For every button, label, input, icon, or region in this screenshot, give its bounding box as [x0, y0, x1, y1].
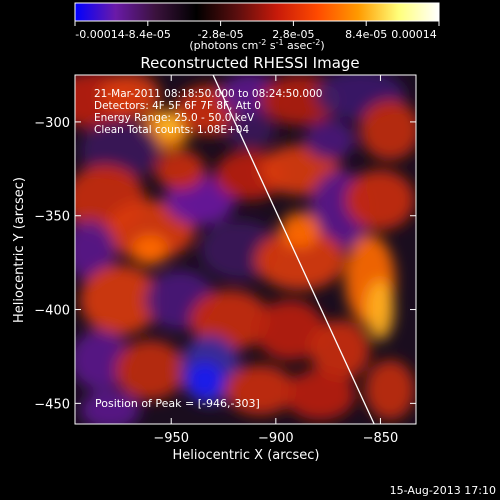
colorbar-tick-label: 8.4e-05 — [345, 28, 387, 41]
colorbar-tick-label: 0.00014 — [391, 28, 437, 41]
x-tick-label: −850 — [363, 431, 399, 446]
chart-title: Reconstructed RHESSI Image — [140, 54, 359, 72]
x-axis-ticks: −950 −900 −850 — [153, 75, 398, 446]
annotation-line: Detectors: 4F 5F 6F 7F 8F, Att 0 — [94, 100, 261, 112]
heatmap-blobs — [75, 75, 416, 424]
colorbar-unit-label: (photons cm-2 s-1 asec-2) — [189, 38, 324, 52]
y-tick-label: −400 — [34, 304, 70, 319]
y-axis-label: Heliocentric Y (arcsec) — [12, 177, 27, 323]
solar-limb-line — [212, 75, 375, 424]
y-axis-ticks: −450 −400 −350 −300 — [34, 116, 416, 412]
colorbar — [74, 2, 440, 22]
annotation-block: 21-Mar-2011 08:18:50.000 to 08:24:50.000… — [94, 88, 322, 136]
y-tick-label: −450 — [34, 397, 70, 412]
annotation-line: 21-Mar-2011 08:18:50.000 to 08:24:50.000 — [94, 88, 322, 100]
colorbar-ticks: -0.00014 -8.4e-05 -2.8e-05 2.8e-05 8.4e-05 0.… — [74, 21, 440, 41]
annotation-line: Clean Total counts: 1.08E+04 — [94, 124, 249, 136]
x-axis-label: Heliocentric X (arcsec) — [173, 448, 320, 463]
plot-frame — [74, 74, 417, 425]
colorbar-tick-label: -2.8e-05 — [197, 28, 243, 41]
annotation-line: Energy Range: 25.0 - 50.0 keV — [94, 112, 255, 124]
y-tick-label: −350 — [34, 210, 70, 225]
colorbar-tick-label: -0.00014 — [75, 28, 124, 41]
x-tick-label: −950 — [153, 431, 189, 446]
x-tick-label: −900 — [258, 431, 294, 446]
timestamp: 15-Aug-2013 17:10 — [390, 484, 496, 497]
colorbar-tick-label: -8.4e-05 — [125, 28, 171, 41]
peak-position-label: Position of Peak = [-946,-303] — [95, 397, 260, 410]
colorbar-tick-label: 2.8e-05 — [272, 28, 314, 41]
y-tick-label: −300 — [34, 116, 70, 131]
